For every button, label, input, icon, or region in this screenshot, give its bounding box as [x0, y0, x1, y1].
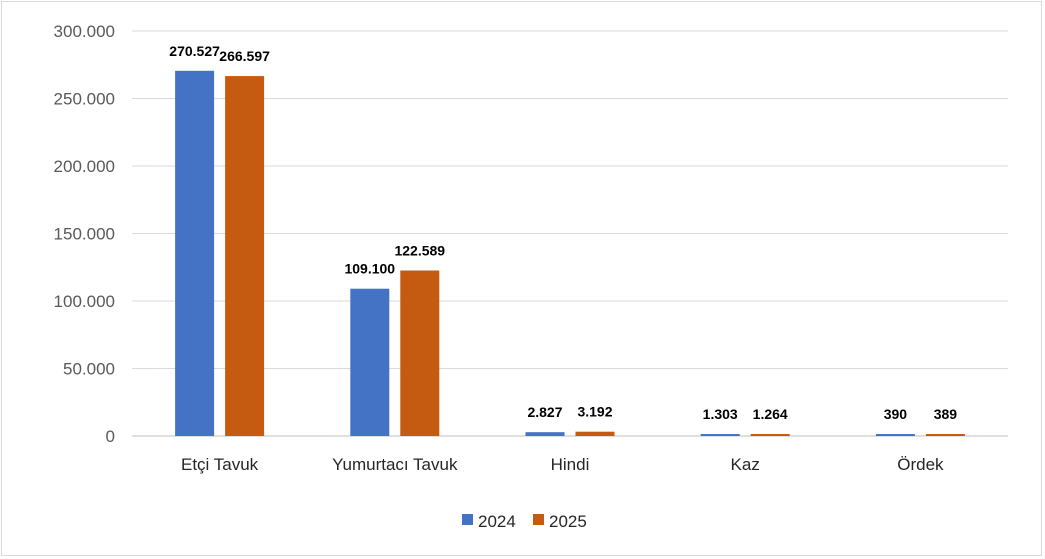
- x-tick-label: Kaz: [731, 455, 760, 474]
- bar-2024: [175, 70, 215, 437]
- legend-swatch-2025: [533, 514, 544, 525]
- y-tick-label: 300.000: [54, 22, 115, 41]
- data-label: 389: [934, 406, 958, 422]
- bar-2025: [225, 76, 265, 436]
- data-label: 266.597: [219, 48, 270, 64]
- bar-2025: [575, 431, 615, 436]
- y-tick-label: 150.000: [54, 225, 115, 244]
- x-tick-label: Hindi: [551, 455, 590, 474]
- x-tick-label: Ördek: [897, 455, 944, 474]
- bar-2025: [400, 270, 440, 436]
- data-label: 109.100: [344, 261, 395, 277]
- data-label: 122.589: [394, 243, 445, 259]
- y-tick-label: 0: [106, 427, 115, 446]
- data-label: 390: [884, 406, 908, 422]
- bar-2024: [525, 432, 565, 436]
- bar-2024: [700, 434, 740, 436]
- y-tick-label: 200.000: [54, 157, 115, 176]
- y-tick-label: 100.000: [54, 292, 115, 311]
- data-label: 2.827: [527, 404, 562, 420]
- legend-label: 2025: [549, 512, 587, 531]
- data-label: 3.192: [577, 404, 612, 420]
- bar-2025: [925, 434, 965, 436]
- data-label: 270.527: [169, 43, 220, 59]
- y-tick-label: 50.000: [63, 360, 115, 379]
- bar-2025: [750, 434, 790, 436]
- y-tick-label: 250.000: [54, 90, 115, 109]
- data-label: 1.264: [753, 406, 788, 422]
- legend-swatch-2024: [462, 514, 473, 525]
- bar-2024: [875, 434, 915, 436]
- legend-label: 2024: [478, 512, 516, 531]
- data-label: 1.303: [703, 406, 738, 422]
- x-tick-label: Etçi Tavuk: [181, 455, 259, 474]
- x-tick-label: Yumurtacı Tavuk: [332, 455, 458, 474]
- bar-2024: [350, 288, 390, 436]
